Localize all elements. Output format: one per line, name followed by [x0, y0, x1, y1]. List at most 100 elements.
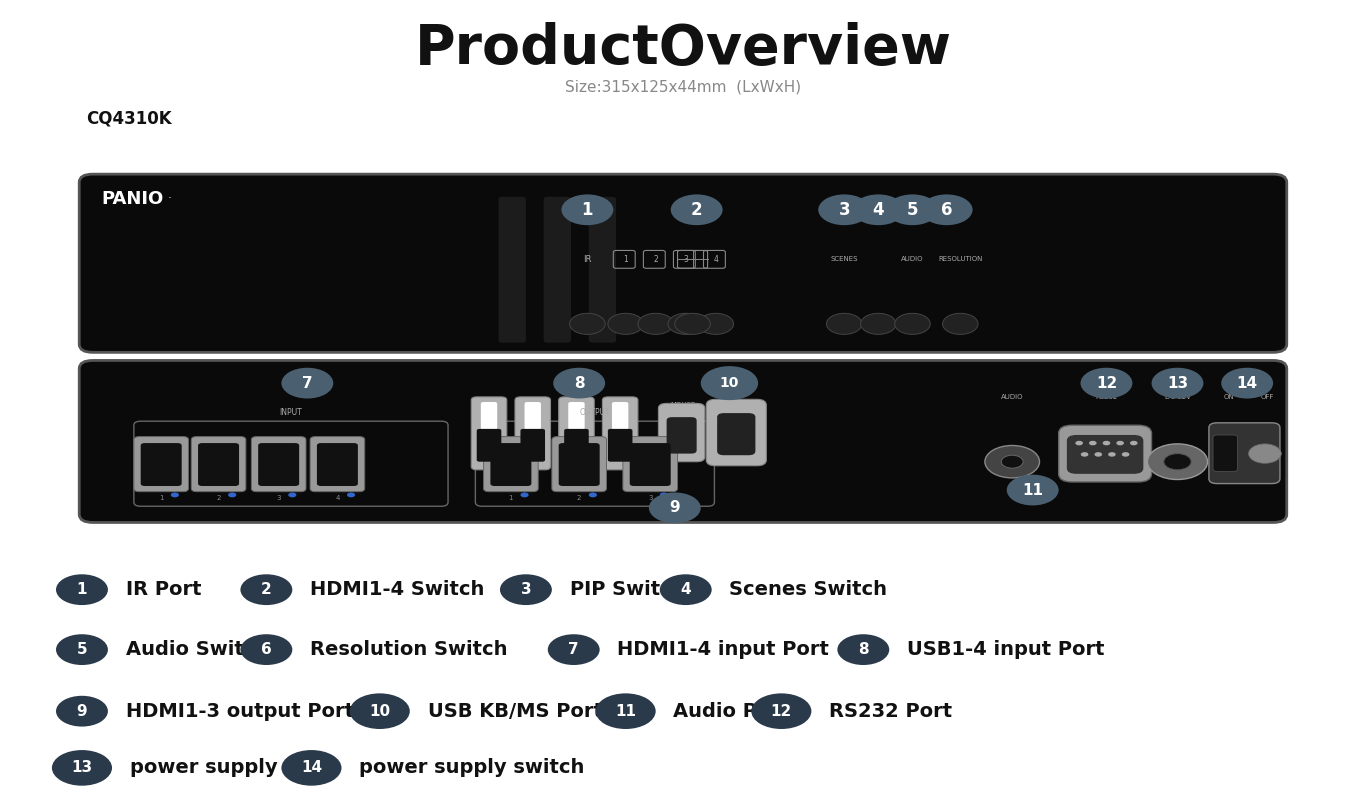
- Text: 9: 9: [669, 501, 680, 515]
- Text: 10: 10: [720, 376, 739, 390]
- FancyBboxPatch shape: [608, 429, 632, 462]
- Circle shape: [921, 194, 973, 225]
- Text: HDMI1-3 output Port: HDMI1-3 output Port: [126, 701, 354, 721]
- FancyBboxPatch shape: [515, 397, 550, 470]
- Text: OFF: OFF: [1261, 394, 1274, 400]
- FancyBboxPatch shape: [490, 443, 531, 486]
- FancyBboxPatch shape: [589, 197, 616, 343]
- Text: 13: 13: [71, 761, 93, 775]
- Text: 1: 1: [158, 495, 164, 501]
- Text: 3: 3: [647, 495, 653, 501]
- Text: 11: 11: [615, 704, 637, 718]
- Circle shape: [56, 696, 108, 727]
- Text: HDMI1-4 Switch: HDMI1-4 Switch: [310, 580, 485, 599]
- FancyBboxPatch shape: [706, 399, 766, 466]
- Text: KEYBOARD: KEYBOARD: [719, 402, 757, 408]
- FancyBboxPatch shape: [630, 443, 671, 486]
- Text: 4: 4: [713, 255, 719, 264]
- FancyBboxPatch shape: [612, 402, 628, 430]
- FancyBboxPatch shape: [499, 197, 526, 343]
- Text: CQ4310K: CQ4310K: [86, 109, 172, 127]
- Circle shape: [985, 446, 1040, 478]
- FancyBboxPatch shape: [623, 437, 678, 492]
- Text: PANIO: PANIO: [101, 190, 164, 208]
- FancyBboxPatch shape: [198, 443, 239, 486]
- Text: 12: 12: [770, 704, 792, 718]
- Circle shape: [240, 574, 292, 605]
- FancyBboxPatch shape: [602, 397, 638, 470]
- Text: INPUT: INPUT: [280, 408, 302, 417]
- Circle shape: [350, 693, 410, 729]
- Circle shape: [837, 634, 889, 665]
- Text: ON: ON: [1224, 394, 1235, 400]
- Circle shape: [1152, 368, 1203, 399]
- Text: 5: 5: [907, 201, 918, 219]
- Text: ProductOverview: ProductOverview: [414, 22, 952, 75]
- FancyBboxPatch shape: [564, 429, 589, 462]
- FancyBboxPatch shape: [1213, 435, 1238, 471]
- Circle shape: [1116, 441, 1124, 446]
- Text: 4: 4: [335, 495, 340, 501]
- Text: 9: 9: [76, 704, 87, 718]
- Circle shape: [1108, 452, 1116, 457]
- FancyBboxPatch shape: [1067, 435, 1143, 474]
- FancyBboxPatch shape: [477, 429, 501, 462]
- Text: PIP Switch: PIP Switch: [570, 580, 686, 599]
- Text: 3: 3: [276, 495, 281, 501]
- Circle shape: [500, 574, 552, 605]
- FancyBboxPatch shape: [544, 197, 571, 343]
- Text: Size:315x125x44mm  (LxWxH): Size:315x125x44mm (LxWxH): [566, 80, 800, 95]
- Circle shape: [56, 574, 108, 605]
- Circle shape: [943, 313, 978, 335]
- Text: SCENES: SCENES: [831, 256, 858, 262]
- Text: 2: 2: [691, 201, 702, 219]
- Circle shape: [553, 368, 605, 399]
- Text: 10: 10: [369, 704, 391, 718]
- FancyBboxPatch shape: [552, 437, 607, 492]
- FancyBboxPatch shape: [1059, 425, 1152, 482]
- Circle shape: [1147, 444, 1208, 480]
- Text: USB 4: USB 4: [609, 402, 631, 408]
- Circle shape: [1081, 452, 1089, 457]
- Circle shape: [852, 194, 904, 225]
- Circle shape: [668, 313, 703, 335]
- Text: 3: 3: [839, 201, 850, 219]
- Circle shape: [649, 492, 701, 523]
- Text: Audio Port: Audio Port: [673, 701, 790, 721]
- FancyBboxPatch shape: [667, 417, 697, 454]
- Text: 11: 11: [1022, 483, 1044, 497]
- Text: 1: 1: [582, 201, 593, 219]
- Text: USB 1: USB 1: [478, 402, 500, 408]
- Text: 13: 13: [1167, 376, 1188, 390]
- Circle shape: [1221, 368, 1273, 399]
- Circle shape: [608, 313, 643, 335]
- Text: 2: 2: [216, 495, 221, 501]
- FancyBboxPatch shape: [717, 413, 755, 455]
- FancyBboxPatch shape: [258, 443, 299, 486]
- FancyBboxPatch shape: [317, 443, 358, 486]
- Circle shape: [675, 313, 710, 335]
- FancyBboxPatch shape: [484, 437, 538, 492]
- Text: 6: 6: [941, 201, 952, 219]
- FancyBboxPatch shape: [310, 437, 365, 492]
- Circle shape: [1249, 444, 1281, 463]
- FancyBboxPatch shape: [559, 397, 594, 470]
- Circle shape: [861, 313, 896, 335]
- Text: 7: 7: [568, 642, 579, 657]
- Text: 4: 4: [680, 582, 691, 597]
- FancyBboxPatch shape: [471, 397, 507, 470]
- Circle shape: [281, 750, 342, 786]
- Circle shape: [1164, 454, 1191, 470]
- FancyBboxPatch shape: [481, 402, 497, 430]
- FancyBboxPatch shape: [520, 429, 545, 462]
- Text: 12: 12: [1096, 376, 1117, 390]
- FancyBboxPatch shape: [141, 443, 182, 486]
- Circle shape: [660, 492, 668, 497]
- Circle shape: [171, 492, 179, 497]
- Text: 8: 8: [574, 376, 585, 390]
- Text: 2: 2: [576, 495, 582, 501]
- Text: RESOLUTION: RESOLUTION: [938, 256, 982, 262]
- Circle shape: [698, 313, 734, 335]
- Text: IR Port: IR Port: [126, 580, 201, 599]
- Text: RS232: RS232: [1096, 394, 1117, 400]
